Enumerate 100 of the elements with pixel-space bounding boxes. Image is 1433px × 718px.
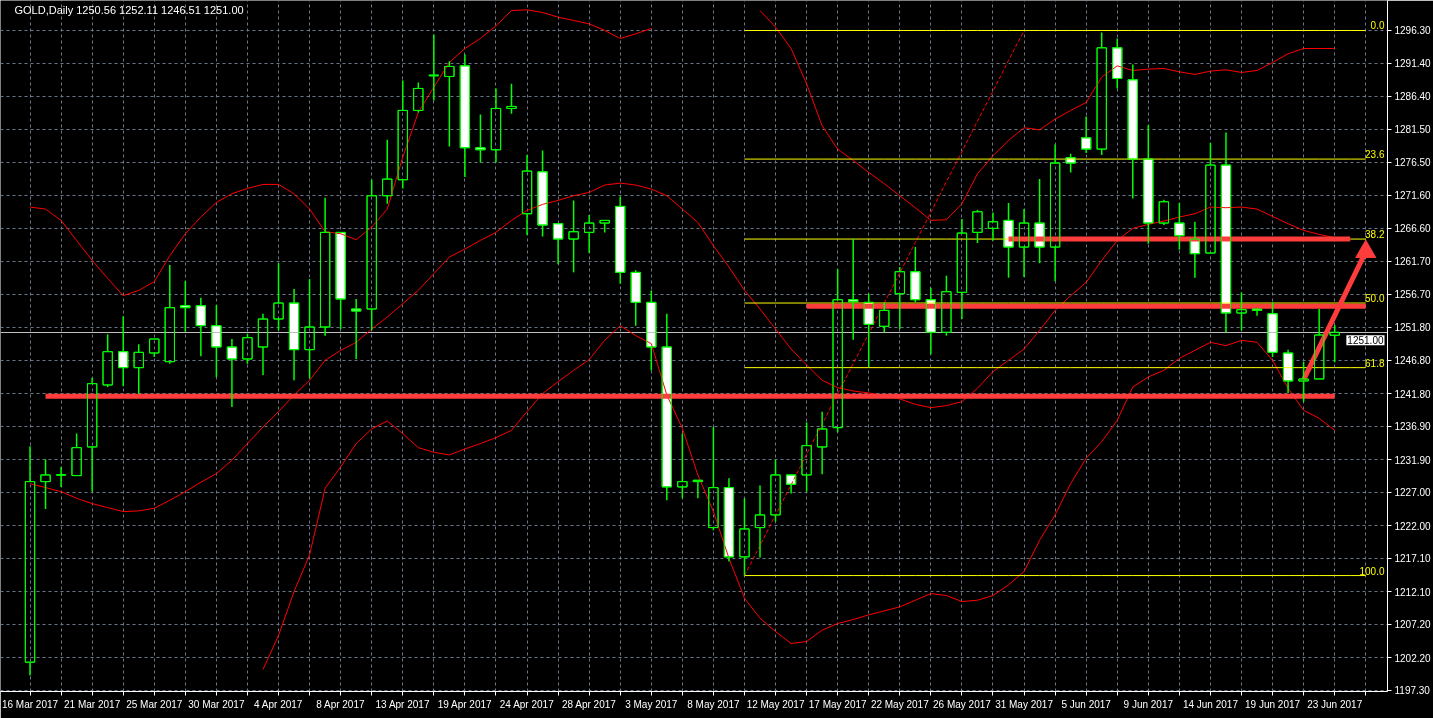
candlestick [1127,63,1138,200]
ref-line-label: 1251.00 [1347,335,1384,347]
candlestick [1081,115,1092,154]
candlestick [397,79,408,190]
candlestick [319,196,331,337]
x-tick-label: 23 Jun 2017 [1307,698,1363,710]
y-tick-label: 1256.70 [1394,289,1432,301]
candlestick [1220,131,1232,334]
candlestick [552,223,564,266]
candlestick [739,497,750,577]
y-tick-label: 1281.50 [1394,124,1432,136]
x-tick-label: 5 Jun 2017 [1061,698,1112,710]
y-tick-label: 1231.90 [1394,454,1432,466]
x-tick-label: 26 May 2017 [933,698,992,710]
candlestick [816,410,828,476]
candlestick [195,296,207,358]
y-tick-label: 1276.50 [1394,157,1432,169]
y-tick-label: 1212.10 [1394,586,1432,598]
candlestick [615,195,626,285]
candlestick [894,266,905,330]
series-label: 0.0 [1370,20,1385,32]
candlestick [987,211,999,242]
candlestick [226,338,238,408]
x-tick-label: 31 May 2017 [995,698,1054,710]
y-tick-label: 1246.80 [1394,355,1432,367]
candlestick [164,264,175,365]
y-tick-label: 1217.10 [1394,553,1432,565]
y-tick-label: 1207.20 [1394,619,1432,631]
candlestick [55,466,67,488]
x-tick-label: 30 Mar 2017 [188,698,245,710]
x-tick-label: 8 May 2017 [687,698,740,710]
candlestick [568,199,579,274]
series-label: 61.8 [1365,357,1385,369]
y-tick-label: 1286.40 [1394,91,1432,103]
candlestick [490,87,502,164]
x-tick-label: 24 Apr 2017 [499,698,555,710]
series-label: 38.2 [1365,229,1385,241]
y-tick-label: 1261.70 [1394,256,1432,268]
x-tick-label: 14 Jun 2017 [1182,698,1239,710]
x-tick-label: 16 Mar 2017 [1,698,59,710]
candlestick [180,280,191,333]
x-tick-label: 17 May 2017 [808,698,868,710]
candlestick [1205,142,1216,254]
x-tick-label: 9 Jun 2017 [1123,698,1174,710]
y-tick-label: 1266.60 [1394,223,1432,235]
series-label: 100.0 [1359,565,1385,577]
candlestick [351,298,362,360]
y-tick-label: 1271.60 [1394,190,1432,202]
y-tick-label: 1197.30 [1394,685,1431,697]
candlestick [1049,143,1061,282]
candlestick [1189,220,1201,279]
candlestick [304,278,315,380]
chart-title: GOLD,Daily 1250.56 1252.11 1246.51 1251.00 [14,3,244,16]
candlestick [521,154,533,236]
candlestick [1018,208,1030,278]
x-tick-label: 21 Mar 2017 [64,698,121,710]
candlestick [1143,124,1154,245]
x-tick-label: 4 Apr 2017 [254,698,303,710]
candlestick [335,231,346,330]
candlestick [785,474,797,495]
x-tick-label: 12 May 2017 [746,698,805,710]
candlestick [661,312,672,502]
y-tick-label: 1222.00 [1394,520,1432,532]
x-tick-label: 19 Jun 2017 [1245,698,1301,710]
series-label: 23.6 [1365,149,1385,161]
candlestick [257,312,269,376]
candlestick [1158,198,1169,226]
x-tick-label: 8 Apr 2017 [316,698,365,710]
candlestick [723,477,735,563]
candlestick [382,139,393,205]
candlestick [118,315,129,388]
y-tick-label: 1296.30 [1394,25,1432,37]
candlestick [1112,37,1123,90]
y-tick-label: 1291.40 [1394,58,1432,70]
candlestick [630,269,641,327]
candlestick [584,214,595,254]
x-tick-label: 19 Apr 2017 [437,698,493,710]
x-tick-label: 25 Mar 2017 [126,698,183,710]
candlestick [24,445,36,677]
candlestick [1251,308,1263,317]
series-label: 50.0 [1365,293,1385,305]
x-tick-label: 28 Apr 2017 [561,698,617,710]
candlestick [1282,348,1294,394]
x-tick-label: 22 May 2017 [870,698,930,710]
candlestick [1314,308,1325,380]
y-tick-label: 1241.80 [1394,388,1432,400]
candlestick [211,304,222,378]
y-tick-label: 1227.00 [1394,487,1432,499]
line-series [262,325,1336,671]
y-tick-label: 1202.20 [1394,652,1432,664]
candlestick [956,218,968,320]
candlestick [459,53,471,178]
candlestick [288,288,300,382]
x-tick-label: 13 Apr 2017 [375,698,430,710]
candlestick [428,33,439,102]
y-tick-label: 1251.80 [1394,322,1432,334]
candlestick [86,376,98,493]
candlestick [848,238,859,341]
candlestick [692,479,704,500]
x-tick-label: 3 May 2017 [625,698,678,710]
